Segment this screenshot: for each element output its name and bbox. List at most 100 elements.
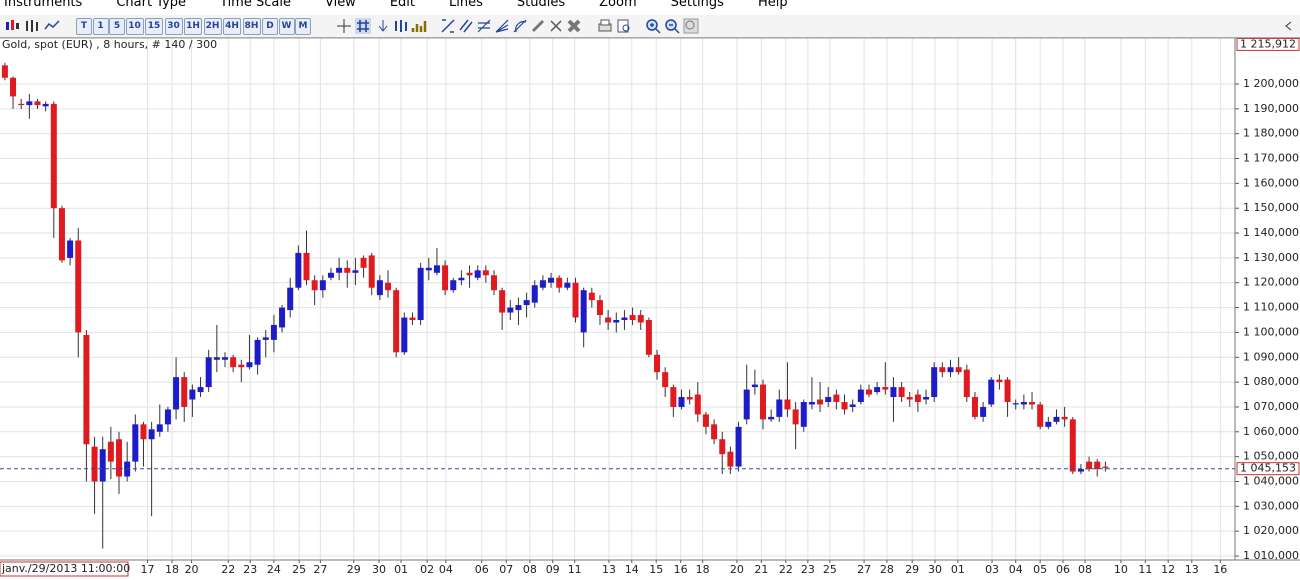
candle-body <box>393 290 400 353</box>
x-tick-label: 18 <box>165 563 179 576</box>
x-tick-label: 05 <box>1033 563 1047 576</box>
timeframe-button[interactable]: 30 <box>164 18 183 35</box>
candle-body <box>221 357 228 360</box>
candle-body <box>784 399 791 410</box>
timeframe-button[interactable]: 5 <box>109 18 125 35</box>
candle-body <box>385 282 392 291</box>
x-tick-label: 30 <box>928 563 942 576</box>
candle-body <box>26 101 33 106</box>
candle-body <box>548 277 555 283</box>
menu-item[interactable]: Help <box>757 0 788 10</box>
pencil-icon[interactable] <box>530 18 546 34</box>
candle-body <box>148 429 155 440</box>
timeframe-button[interactable]: 8H <box>242 18 261 35</box>
candle-body <box>564 282 571 288</box>
y-tick-label: 1 070,000 <box>1243 400 1299 413</box>
arc-icon[interactable] <box>512 18 528 34</box>
timeframe-button[interactable]: W <box>278 18 295 35</box>
candle-body <box>523 300 530 306</box>
menu-item[interactable]: Chart Type <box>116 0 187 10</box>
x-tick-label: 09 <box>546 563 560 576</box>
candle-body <box>1061 416 1068 420</box>
scroll-icon[interactable] <box>375 18 391 34</box>
candle-body <box>107 441 114 462</box>
timeframe-button[interactable]: 1H <box>184 18 202 35</box>
candle-body <box>678 397 685 407</box>
candle-body <box>670 387 677 407</box>
preview-icon[interactable] <box>616 18 632 34</box>
timeframe-button[interactable]: 2H <box>203 18 222 35</box>
fan-icon[interactable] <box>494 18 510 34</box>
candle-body <box>613 320 620 323</box>
fib-icon[interactable] <box>476 18 492 34</box>
x-tick-label: 28 <box>880 563 894 576</box>
x-tick-label: 23 <box>801 563 815 576</box>
menu-item[interactable]: View <box>324 0 356 10</box>
chart-mode-icon[interactable] <box>393 18 409 34</box>
crosshair-icon[interactable] <box>336 18 352 34</box>
candle-body <box>768 416 775 420</box>
line-tool-icon[interactable] <box>440 18 456 34</box>
y-tick-label: 1 100,000 <box>1243 325 1299 338</box>
menu-item[interactable]: Settings <box>670 0 724 10</box>
y-tick-label: 1 080,000 <box>1243 375 1299 388</box>
candle-body <box>352 270 359 273</box>
candle-body <box>882 387 889 390</box>
candle-body <box>760 384 767 420</box>
x-tick-label: 01 <box>951 563 965 576</box>
timeframe-button[interactable]: 4H <box>223 18 241 35</box>
menu-item[interactable]: Edit <box>389 0 416 10</box>
menu-item[interactable]: Studies <box>516 0 566 10</box>
candle-body <box>491 275 497 291</box>
y-tick-label: 1 130,000 <box>1243 251 1299 264</box>
candle-body <box>702 414 709 427</box>
print-icon[interactable] <box>597 18 613 34</box>
candle-body <box>466 272 473 276</box>
channel-icon[interactable] <box>458 18 474 34</box>
delete-icon[interactable] <box>566 18 582 34</box>
candle-body <box>621 317 628 320</box>
timeframe-button[interactable]: T <box>76 18 92 35</box>
line-icon[interactable] <box>44 18 60 34</box>
volume-icon[interactable] <box>411 18 427 34</box>
x-tick-label: 25 <box>823 563 837 576</box>
menu-item[interactable]: Lines <box>449 0 483 10</box>
x-tick-label: 02 <box>420 563 434 576</box>
x-tick-label: 27 <box>857 563 871 576</box>
y-tick-label: 1 140,000 <box>1243 226 1299 239</box>
timeframe-button[interactable]: 15 <box>145 18 163 35</box>
candle-body <box>996 379 1003 383</box>
zoom-out-icon[interactable] <box>664 18 680 34</box>
candle-body <box>140 424 147 440</box>
bar-icon[interactable] <box>24 18 40 34</box>
zoom-in-icon[interactable] <box>645 18 661 34</box>
x-tick-label: 29 <box>347 563 361 576</box>
timeframe-button[interactable]: D <box>262 18 278 35</box>
zoom-reset-icon[interactable] <box>683 18 699 34</box>
candle-icon[interactable] <box>4 18 20 34</box>
candle-body <box>50 103 57 209</box>
menu-item[interactable]: Instruments <box>4 0 83 10</box>
candle-body <box>433 265 440 273</box>
candle-body <box>262 337 269 340</box>
timeframe-button[interactable]: 10 <box>125 18 144 35</box>
candle-body <box>132 424 139 462</box>
candle-body <box>605 317 612 323</box>
menu-item[interactable]: Zoom <box>599 0 637 10</box>
y-tick-label: 1 160,000 <box>1243 176 1299 189</box>
candle-body <box>230 357 237 368</box>
candle-body <box>75 240 82 333</box>
cross-icon[interactable] <box>548 18 564 34</box>
timeframe-button[interactable]: M <box>295 18 311 35</box>
collapse-icon[interactable] <box>1280 18 1296 34</box>
x-tick-label: 14 <box>625 563 639 576</box>
grid-icon[interactable] <box>355 18 371 34</box>
candle-body <box>654 354 661 373</box>
timeframe-button[interactable]: 1 <box>92 18 109 35</box>
candle-body <box>890 387 897 398</box>
cursor-box <box>0 561 129 577</box>
menu-item[interactable]: Time Scale <box>220 0 291 10</box>
y-tick-label: 1 050,000 <box>1243 450 1299 463</box>
y-tick-label: 1 150,000 <box>1243 201 1299 214</box>
